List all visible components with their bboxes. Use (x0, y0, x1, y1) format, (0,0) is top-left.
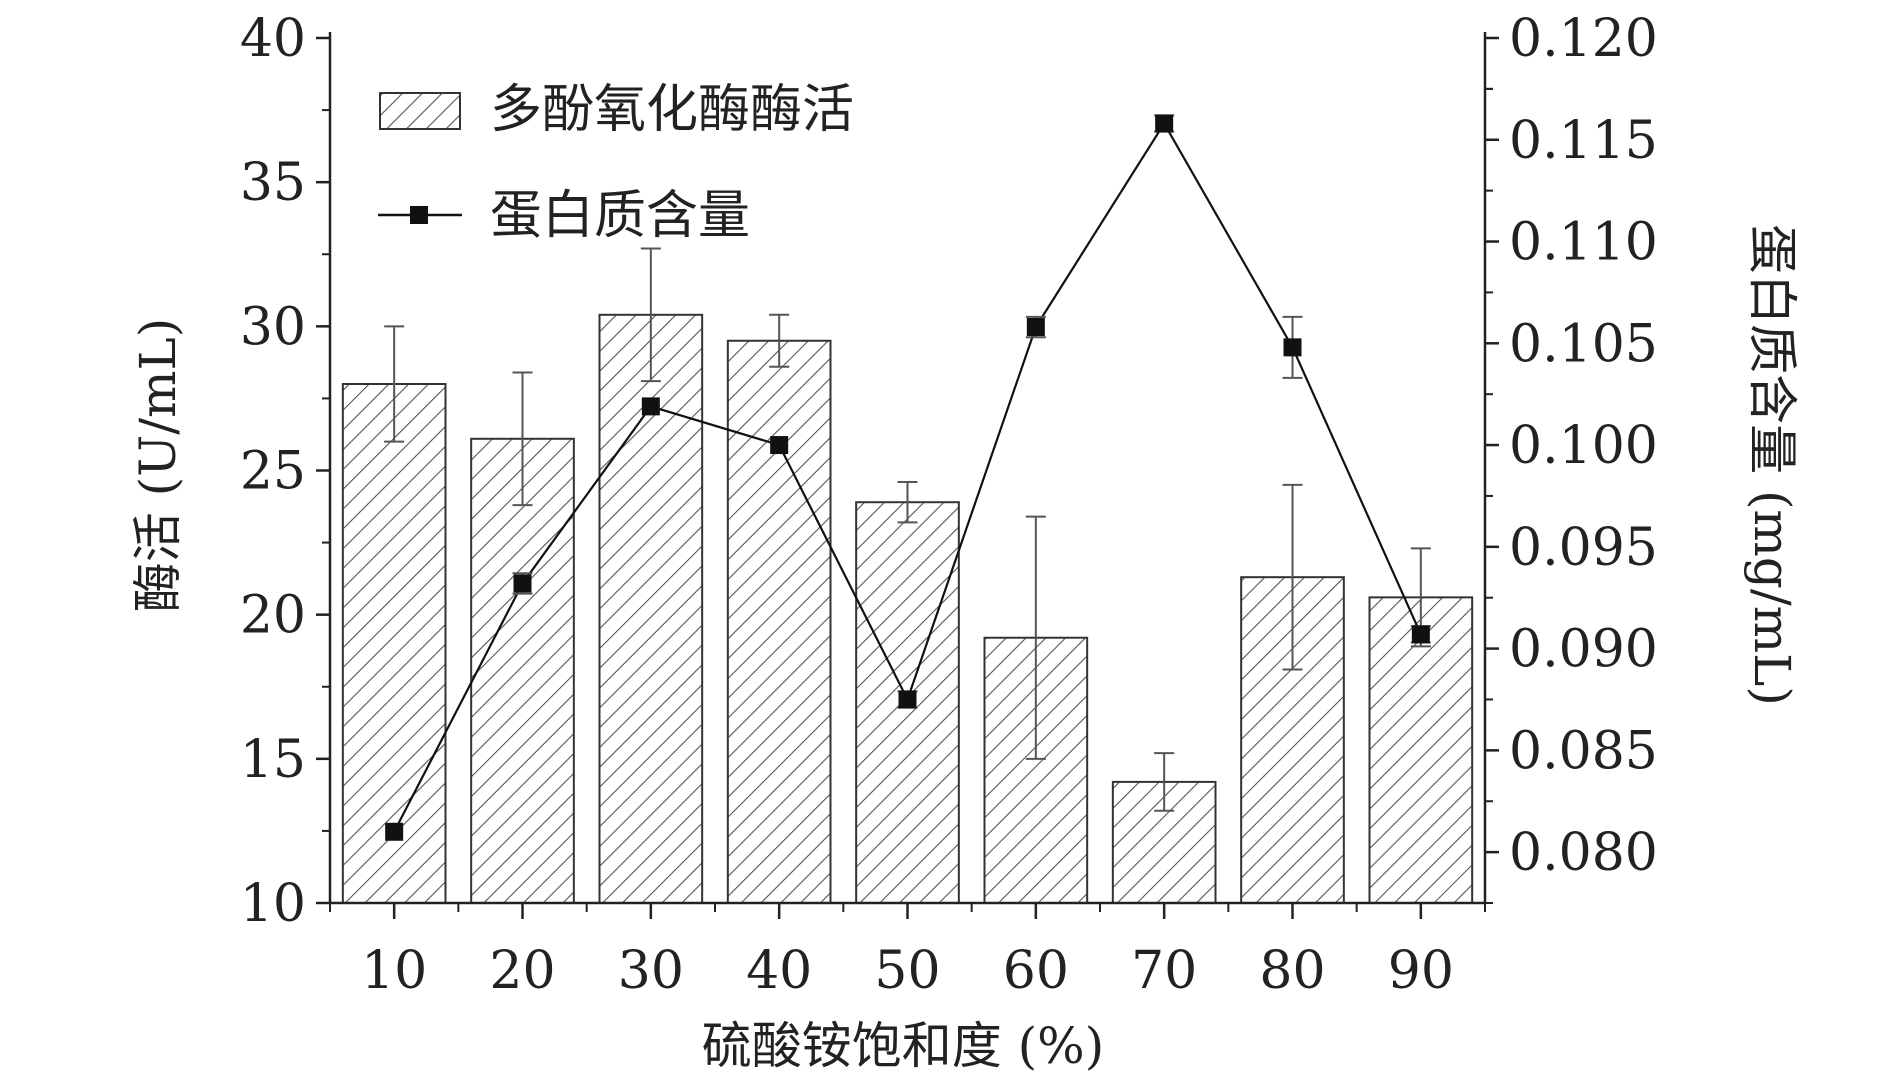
protein-point-80 (1283, 338, 1302, 357)
y-left-tick-label: 30 (240, 297, 306, 357)
line-layer (385, 114, 1431, 841)
enzyme-bar-40 (726, 339, 832, 904)
y-right-tick-label: 0.120 (1509, 9, 1658, 69)
x-tick-label: 70 (1131, 941, 1197, 1001)
x-tick-label: 90 (1388, 941, 1454, 1001)
x-tick-label: 80 (1259, 941, 1325, 1001)
x-axis-title: 硫酸铵饱和度 (%) (702, 1017, 1104, 1075)
y-right-tick-label: 0.080 (1509, 823, 1658, 883)
enzyme-bar-90 (1368, 596, 1474, 904)
y-right-tick-label: 0.105 (1509, 314, 1658, 374)
y-left-tick-label: 15 (240, 730, 306, 790)
legend: 多酚氧化酶酶活 蛋白质含量 (378, 80, 854, 246)
legend-bar-label: 多酚氧化酶酶活 (490, 80, 854, 140)
protein-point-20 (513, 574, 532, 593)
protein-point-90 (1411, 625, 1430, 644)
y-left-tick-label: 25 (240, 442, 306, 502)
bars-layer (341, 247, 1474, 905)
x-tick-label: 30 (618, 941, 684, 1001)
y-left-tick-label: 40 (240, 9, 306, 69)
legend-line-label: 蛋白质含量 (490, 186, 750, 246)
y-axis-title-right: 蛋白质含量 (mg/mL) (1743, 224, 1801, 706)
y-right-tick-label: 0.085 (1509, 721, 1658, 781)
y-right-tick-label: 0.110 (1509, 213, 1658, 273)
x-tick-label: 10 (361, 941, 427, 1001)
protein-point-40 (770, 436, 789, 455)
y-right-tick-label: 0.095 (1509, 518, 1658, 578)
y-left-tick-label: 20 (240, 586, 306, 646)
protein-point-50 (898, 690, 917, 709)
x-tick-label: 50 (874, 941, 940, 1001)
legend-bar-swatch (379, 92, 461, 130)
axes-layer (316, 32, 1499, 919)
y-left-tick-label: 35 (240, 153, 306, 213)
protein-point-70 (1155, 114, 1174, 133)
enzyme-bar-20 (470, 437, 575, 904)
x-tick-label: 40 (746, 941, 812, 1001)
x-tick-label: 60 (1003, 941, 1069, 1001)
protein-point-10 (385, 822, 404, 841)
y-right-tick-label: 0.115 (1509, 111, 1658, 171)
y-right-tick-label: 0.100 (1509, 416, 1658, 476)
protein-point-30 (641, 397, 660, 416)
enzyme-bar-10 (341, 383, 447, 904)
y-axis-title-left: 酶活 (U/mL) (129, 318, 187, 613)
protein-point-60 (1026, 318, 1045, 337)
y-left-tick-label: 10 (240, 874, 306, 934)
labels-layer: 10 15 20 25 30 35 40 0.080 0.085 0.090 0.095 0.100 0… (240, 9, 1658, 1001)
y-right-tick-label: 0.090 (1509, 620, 1658, 680)
x-tick-label: 20 (489, 941, 555, 1001)
legend-line-marker (410, 206, 428, 224)
